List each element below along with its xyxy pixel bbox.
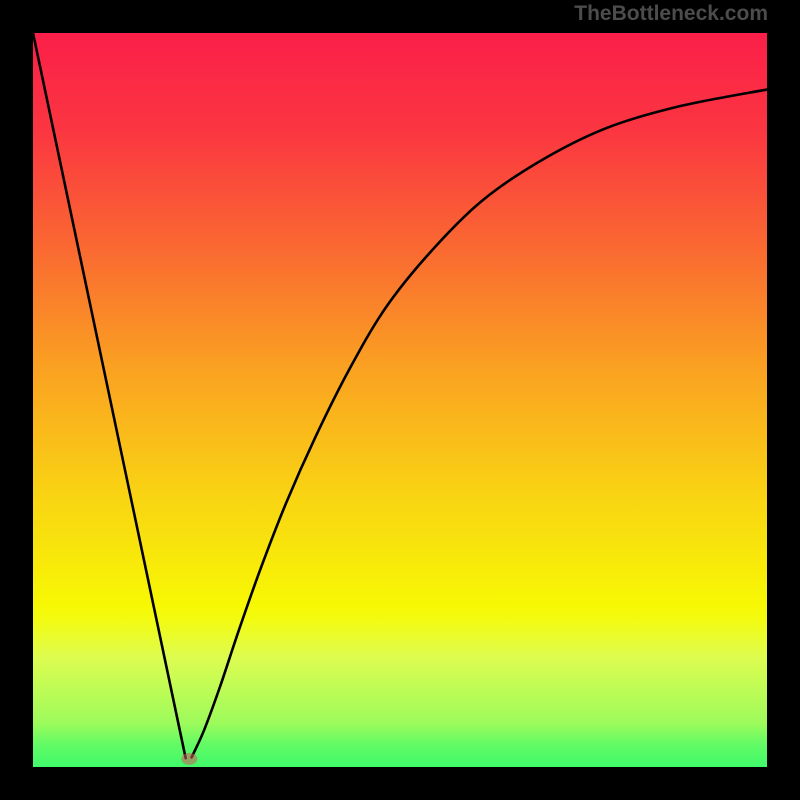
chart-background — [33, 33, 767, 767]
chart-frame: TheBottleneck.com — [0, 0, 800, 800]
bottleneck-chart — [33, 33, 767, 767]
watermark-text: TheBottleneck.com — [574, 2, 768, 26]
optimum-marker — [181, 753, 197, 765]
